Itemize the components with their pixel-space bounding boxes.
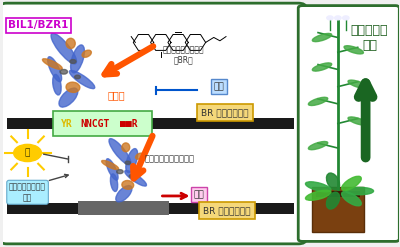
Text: 植物成長の
促進: 植物成長の 促進 bbox=[351, 23, 388, 52]
Text: 他のシグナルとの協働: 他のシグナルとの協働 bbox=[144, 155, 194, 164]
Ellipse shape bbox=[106, 159, 118, 180]
Text: 光: 光 bbox=[25, 148, 30, 158]
Ellipse shape bbox=[346, 187, 374, 195]
Text: YR: YR bbox=[60, 119, 72, 128]
Ellipse shape bbox=[312, 63, 332, 71]
Text: （BR）: （BR） bbox=[174, 55, 193, 64]
Ellipse shape bbox=[326, 192, 340, 209]
Ellipse shape bbox=[66, 82, 80, 92]
Ellipse shape bbox=[122, 181, 134, 189]
FancyBboxPatch shape bbox=[0, 3, 306, 244]
Circle shape bbox=[75, 75, 80, 79]
Ellipse shape bbox=[308, 142, 328, 150]
FancyBboxPatch shape bbox=[316, 191, 360, 197]
Ellipse shape bbox=[342, 192, 361, 206]
Text: 抑制: 抑制 bbox=[214, 82, 224, 91]
Ellipse shape bbox=[306, 182, 331, 192]
Ellipse shape bbox=[326, 173, 340, 190]
Ellipse shape bbox=[70, 70, 95, 89]
Text: BIL1/BZR1: BIL1/BZR1 bbox=[8, 20, 69, 30]
Circle shape bbox=[327, 16, 333, 20]
Circle shape bbox=[335, 16, 341, 20]
Ellipse shape bbox=[136, 153, 144, 159]
FancyBboxPatch shape bbox=[298, 6, 399, 241]
Text: BR 応答性遗伝子: BR 応答性遗伝子 bbox=[203, 206, 251, 215]
Ellipse shape bbox=[122, 143, 130, 152]
FancyBboxPatch shape bbox=[7, 118, 294, 129]
FancyBboxPatch shape bbox=[7, 203, 294, 214]
Ellipse shape bbox=[48, 57, 62, 82]
Ellipse shape bbox=[82, 50, 91, 57]
FancyBboxPatch shape bbox=[78, 202, 170, 215]
Ellipse shape bbox=[71, 45, 84, 73]
Text: 活性化: 活性化 bbox=[107, 90, 125, 100]
Circle shape bbox=[70, 60, 76, 63]
Ellipse shape bbox=[59, 88, 78, 107]
Text: 他の植物ホルモン
など: 他の植物ホルモン など bbox=[9, 183, 46, 202]
Text: ブラシノステロイド: ブラシノステロイド bbox=[162, 45, 204, 54]
Circle shape bbox=[343, 16, 349, 20]
Ellipse shape bbox=[348, 117, 367, 125]
Ellipse shape bbox=[126, 149, 138, 173]
Ellipse shape bbox=[342, 176, 361, 190]
Text: NNCGT: NNCGT bbox=[80, 119, 110, 128]
Ellipse shape bbox=[110, 174, 118, 191]
Ellipse shape bbox=[306, 190, 331, 200]
FancyBboxPatch shape bbox=[52, 111, 152, 136]
Ellipse shape bbox=[308, 97, 328, 105]
Ellipse shape bbox=[66, 38, 75, 49]
Ellipse shape bbox=[42, 59, 62, 69]
Text: 誘導: 誘導 bbox=[194, 190, 204, 199]
Circle shape bbox=[60, 69, 68, 74]
Ellipse shape bbox=[51, 33, 76, 64]
Ellipse shape bbox=[312, 33, 332, 42]
Circle shape bbox=[14, 144, 42, 162]
Circle shape bbox=[125, 161, 130, 165]
FancyBboxPatch shape bbox=[312, 187, 364, 232]
Ellipse shape bbox=[125, 170, 146, 186]
Ellipse shape bbox=[53, 74, 61, 95]
Circle shape bbox=[129, 175, 134, 178]
Ellipse shape bbox=[102, 161, 119, 170]
Ellipse shape bbox=[348, 80, 367, 88]
Ellipse shape bbox=[109, 139, 131, 165]
Ellipse shape bbox=[344, 46, 364, 54]
Circle shape bbox=[117, 170, 123, 174]
Text: BR 応答性遗伝子: BR 応答性遗伝子 bbox=[201, 108, 249, 117]
Ellipse shape bbox=[116, 185, 132, 202]
Text: ■■R: ■■R bbox=[120, 119, 138, 128]
